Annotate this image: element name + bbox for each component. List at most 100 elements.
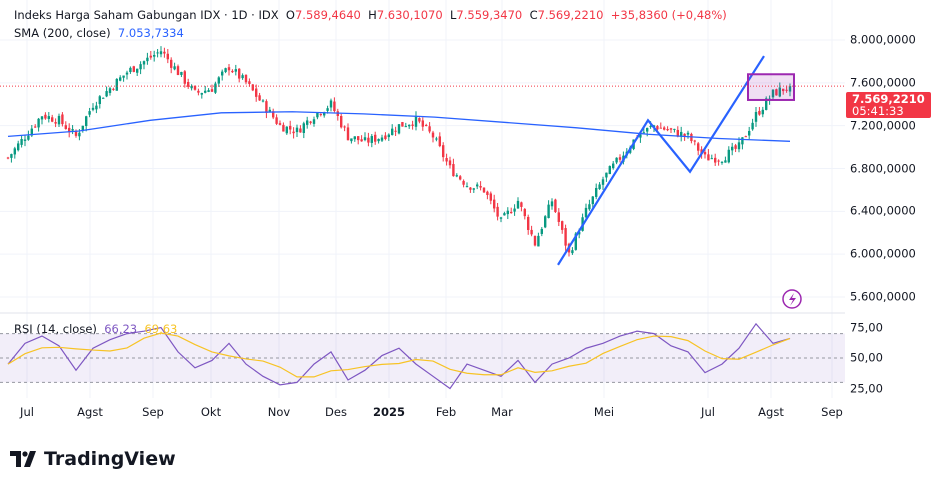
candle-body bbox=[428, 126, 431, 132]
candle-body bbox=[523, 209, 526, 217]
candle-body bbox=[411, 124, 414, 126]
candle-body bbox=[27, 135, 30, 140]
candle-body bbox=[649, 126, 652, 128]
candle-body bbox=[51, 117, 54, 122]
candle-body bbox=[425, 125, 428, 127]
candle-body bbox=[438, 136, 441, 147]
candle-body bbox=[676, 129, 679, 137]
candle-body bbox=[734, 145, 737, 149]
candle-body bbox=[700, 149, 703, 154]
candle-body bbox=[285, 126, 288, 134]
candle-body bbox=[683, 133, 686, 136]
candle-body bbox=[136, 68, 139, 73]
candle-body bbox=[346, 127, 350, 141]
candle-body bbox=[132, 66, 135, 72]
candle-body bbox=[615, 157, 618, 163]
candle-body bbox=[159, 51, 163, 55]
sma-legend[interactable]: SMA (200, close) 7.053,7334 bbox=[14, 26, 184, 40]
close-value: 7.569,2210 bbox=[537, 8, 604, 22]
candle-body bbox=[23, 139, 27, 141]
candle-body bbox=[210, 89, 214, 92]
candle-body bbox=[397, 124, 401, 134]
candle-body bbox=[224, 68, 227, 72]
candle-body bbox=[323, 112, 326, 116]
candle-body bbox=[765, 98, 768, 110]
candle-body bbox=[459, 176, 462, 180]
candle-body bbox=[785, 89, 788, 91]
candle-body bbox=[778, 87, 781, 97]
rsi-legend[interactable]: RSI (14, close) 66,23 69,63 bbox=[14, 322, 177, 336]
time-axis-label: Jul bbox=[20, 405, 34, 419]
candle-body bbox=[493, 199, 496, 209]
candle-body bbox=[30, 128, 33, 136]
candle-body bbox=[533, 235, 537, 246]
candle-body bbox=[122, 75, 125, 78]
candle-body bbox=[656, 126, 659, 130]
candle-body bbox=[289, 125, 292, 130]
close-label: C bbox=[529, 8, 538, 22]
candle-body bbox=[350, 138, 353, 142]
candle-body bbox=[363, 137, 367, 141]
candle-body bbox=[241, 75, 244, 79]
candle-body bbox=[503, 213, 506, 216]
candle-body bbox=[686, 132, 690, 135]
rsi-axis-label: 25,00 bbox=[850, 381, 883, 395]
price-axis-label: 6.800,0000 bbox=[850, 161, 916, 175]
candle-body bbox=[244, 74, 248, 83]
price-axis-label: 6.400,0000 bbox=[850, 203, 916, 218]
candle-body bbox=[384, 135, 387, 140]
candle-body bbox=[754, 111, 758, 122]
rsi-line bbox=[7, 322, 791, 390]
candle-body bbox=[68, 127, 71, 133]
rsi-ma-value: 69,63 bbox=[144, 322, 178, 336]
candle-body bbox=[367, 137, 370, 143]
candle-body bbox=[47, 116, 50, 119]
candle-body bbox=[88, 111, 91, 115]
candle-body bbox=[71, 129, 74, 131]
open-value: 7.589,4640 bbox=[294, 8, 361, 22]
candle-body bbox=[527, 216, 530, 230]
candle-body bbox=[319, 114, 322, 116]
candle-body bbox=[391, 128, 394, 136]
candle-body bbox=[404, 126, 407, 128]
tradingview-logo[interactable]: TradingView bbox=[10, 448, 176, 470]
candle-body bbox=[673, 128, 676, 130]
time-axis-label: Mar bbox=[491, 405, 513, 419]
candle-body bbox=[238, 68, 241, 79]
candle-body bbox=[20, 139, 23, 145]
candle-body bbox=[482, 187, 486, 193]
candle-body bbox=[703, 152, 707, 155]
candle-body bbox=[343, 126, 346, 128]
candle-body bbox=[598, 184, 601, 190]
candle-body bbox=[40, 116, 44, 120]
candle-body bbox=[639, 134, 642, 138]
candle-body bbox=[472, 188, 475, 190]
candle-body bbox=[710, 158, 713, 160]
candle-body bbox=[282, 124, 285, 132]
candle-body bbox=[510, 211, 513, 214]
candle-body bbox=[394, 130, 397, 132]
time-axis-label: Jul bbox=[701, 405, 715, 419]
price-axis-label: 7.600,0000 bbox=[850, 75, 916, 90]
candle-body bbox=[584, 207, 588, 218]
candle-body bbox=[731, 146, 734, 151]
candle-body bbox=[561, 221, 564, 230]
candle-body bbox=[306, 120, 309, 125]
candle-body bbox=[761, 109, 764, 115]
candle-body bbox=[486, 191, 489, 196]
candle-body bbox=[782, 88, 785, 92]
candle-body bbox=[595, 187, 598, 197]
candle-body bbox=[78, 132, 81, 137]
candle-body bbox=[112, 88, 115, 90]
candle-body bbox=[261, 100, 265, 102]
candle-body bbox=[200, 93, 203, 95]
candle-body bbox=[666, 129, 669, 131]
candle-body bbox=[326, 108, 329, 111]
candle-body bbox=[57, 115, 61, 125]
candle-body bbox=[744, 136, 747, 138]
candle-body bbox=[520, 202, 523, 207]
tradingview-logo-icon bbox=[10, 451, 36, 467]
candle-body bbox=[10, 154, 13, 158]
